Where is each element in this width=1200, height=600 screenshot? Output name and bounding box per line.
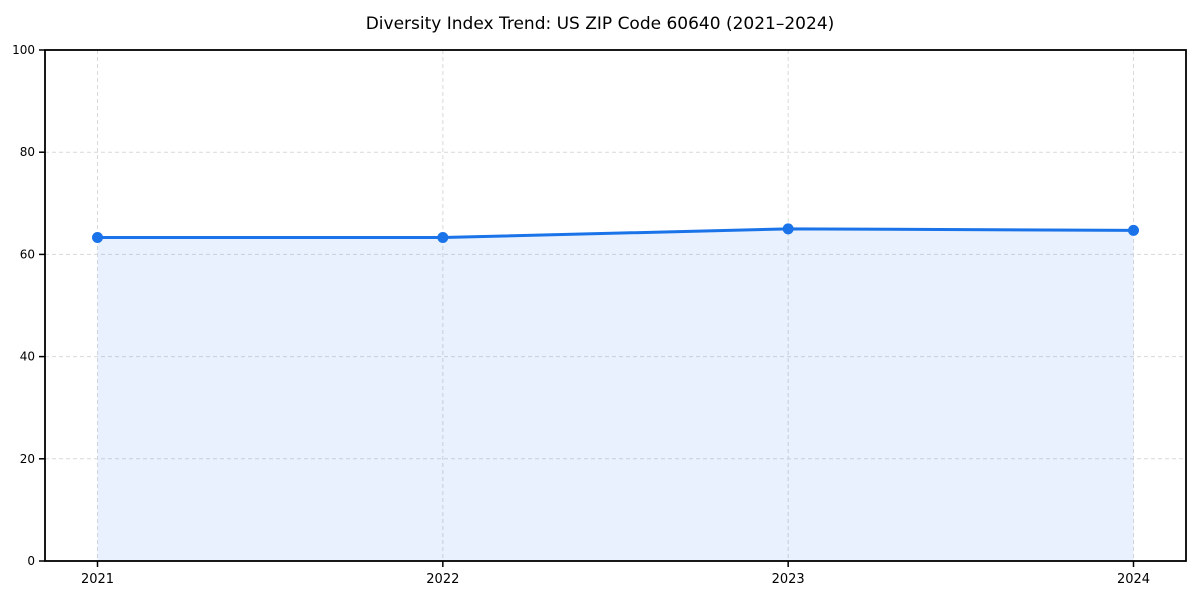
x-tick-label: 2024 xyxy=(1117,572,1150,587)
area-fill xyxy=(97,228,1134,561)
x-tick-label: 2023 xyxy=(772,572,805,587)
data-point-2023 xyxy=(782,223,794,235)
y-tick-label: 80 xyxy=(20,145,35,159)
y-tick-label: 60 xyxy=(20,247,35,261)
data-point-2024 xyxy=(1128,224,1139,236)
y-tick-label: 20 xyxy=(20,452,35,466)
y-tick-label: 100 xyxy=(12,43,35,57)
data-point-2021 xyxy=(92,232,103,244)
plot-border xyxy=(44,49,1187,562)
x-tick-label: 2021 xyxy=(81,572,114,587)
y-tick-label: 40 xyxy=(20,350,35,364)
chart-title: Diversity Index Trend: US ZIP Code 60640… xyxy=(366,14,835,34)
trend-line xyxy=(96,227,1135,240)
plot-area: 0 20 40 60 80 100 2021 2022 2023 2024 xyxy=(12,43,1187,587)
x-tick-label: 2022 xyxy=(426,572,459,587)
y-tick-label: 0 xyxy=(27,554,35,568)
data-point-2022 xyxy=(437,232,449,244)
